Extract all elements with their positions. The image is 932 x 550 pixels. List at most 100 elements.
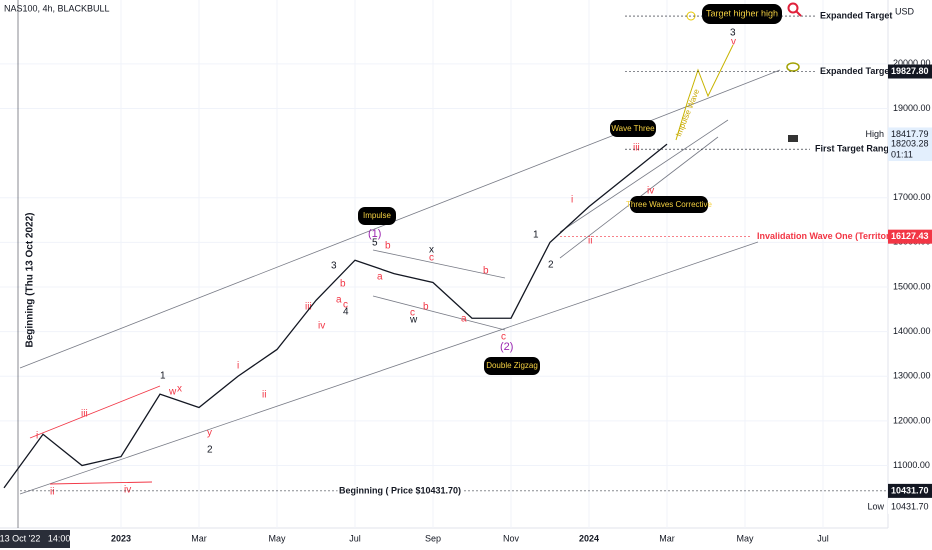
wave-label: iii	[633, 143, 640, 154]
wave-label: c	[410, 308, 415, 319]
wave-label: 4	[343, 307, 349, 318]
price-tag-label: 18203.28	[891, 138, 929, 148]
wave-label: b	[483, 266, 489, 277]
x-tick-label: Mar	[191, 533, 207, 543]
level-name: Beginning ( Price $10431.70)	[339, 485, 461, 495]
y-axis-label: Beginning (Thu 13 Oct 2022)	[25, 212, 36, 347]
y-tick-label: 11000.00	[893, 460, 930, 470]
channel-line	[19, 69, 781, 369]
price-line	[3, 143, 668, 489]
price-label: 16127.43	[891, 231, 929, 241]
price-label: 10431.70	[891, 485, 929, 495]
y-tick-label: 17000.00	[893, 192, 931, 202]
wave-label: y	[207, 428, 212, 439]
x-cursor-label: 13 Oct '22 14:00	[0, 533, 70, 543]
wave-labels: i ii iii iv 1 w x y 2 i ii iii iv 3 b a …	[36, 28, 736, 498]
wave-label: ii	[262, 390, 266, 401]
y-tick-label: 13000.00	[893, 371, 931, 381]
annotation: Impulse	[363, 211, 392, 220]
wave-label: (1)	[368, 228, 381, 240]
red-line	[29, 385, 161, 439]
wave-label: 1	[160, 371, 166, 382]
wave-label: iv	[124, 485, 131, 496]
wave-label: 1	[533, 230, 539, 241]
price-tag	[888, 499, 932, 514]
wave-label: w	[409, 315, 418, 326]
y-tick-label: 20000.00	[893, 58, 931, 68]
wave-label: x	[429, 245, 434, 256]
annotation: Three Waves Corrective	[626, 200, 713, 209]
channel-line	[372, 249, 506, 279]
chart-title: NAS100, 4h, BLACKBULL	[4, 3, 110, 13]
channel-line	[19, 241, 759, 495]
wave-label: a	[336, 295, 342, 306]
annotation: Double Zigzag	[486, 361, 538, 370]
x-cursor-box	[0, 530, 70, 548]
x-tick-label: May	[736, 533, 754, 543]
price-tag	[888, 137, 932, 162]
price-tag-name: High	[865, 129, 884, 139]
wave-label: iv	[647, 186, 654, 197]
price-label: 19827.80	[891, 66, 929, 76]
x-tick-label: Jul	[349, 533, 361, 543]
eye-icon	[786, 62, 800, 72]
wave-label: b	[385, 241, 391, 252]
wave-label: 3	[331, 261, 337, 272]
countdown: 01:11	[891, 149, 913, 159]
wave-label: w	[168, 387, 177, 398]
wave-label: a	[377, 272, 383, 283]
flag-icon	[788, 135, 798, 142]
y-tick-label: 15000.00	[893, 281, 931, 291]
wave-label: i	[237, 361, 239, 372]
x-tick-label: Mar	[659, 533, 675, 543]
x-tick-label: Nov	[503, 533, 520, 543]
level-name: Expanded Target	[820, 66, 892, 76]
search-icon	[795, 10, 802, 17]
wave-label: iii	[305, 302, 312, 313]
wave-label: iv	[318, 321, 325, 332]
annotation-box	[484, 357, 540, 375]
level-name: Expanded Target	[820, 10, 892, 20]
wave-label: v	[731, 37, 736, 48]
wave-label: 5	[372, 238, 378, 249]
x-tick-label: Jul	[817, 533, 829, 543]
x-tick-label: May	[268, 533, 286, 543]
channel-line	[559, 119, 729, 233]
wave-label: b	[340, 279, 346, 290]
annotation-box	[630, 196, 708, 213]
wave-label: a	[461, 314, 467, 325]
wave-label: 2	[548, 260, 554, 271]
price-tag-name: Low	[867, 501, 884, 511]
red-line	[49, 481, 153, 485]
wave-label: x	[177, 384, 182, 395]
y-tick-label: 14000.00	[893, 326, 931, 336]
x-tick-label: Sep	[425, 533, 441, 543]
annotation-box	[702, 4, 782, 24]
annotation-box	[358, 207, 396, 225]
price-tag-label: 10431.70	[891, 501, 929, 511]
price-box	[888, 229, 932, 244]
wave-label: 3	[730, 28, 736, 39]
x-tick-label: 2024	[579, 533, 599, 543]
search-icon	[787, 2, 799, 14]
annotation: Wave Three	[611, 124, 655, 133]
wave-label: i	[571, 195, 573, 206]
x-tick-label: 2023	[111, 533, 131, 543]
y-tick-label: 19000.00	[893, 103, 931, 113]
wave-label: ii	[588, 236, 592, 247]
price-box	[888, 64, 932, 79]
annotation-box	[610, 120, 656, 137]
currency[interactable]: USD	[895, 6, 915, 16]
level-name: Invalidation Wave One (Territory)	[757, 231, 898, 241]
wave-label: 2	[207, 445, 213, 456]
projection	[675, 44, 734, 141]
wave-label: (2)	[500, 341, 513, 353]
drawings	[17, 0, 781, 528]
level-name: First Target Range	[815, 144, 894, 154]
wave-label: iii	[81, 409, 88, 420]
wave-label: b	[423, 302, 429, 313]
wave-label: ii	[50, 487, 54, 498]
channel-line	[372, 295, 506, 331]
